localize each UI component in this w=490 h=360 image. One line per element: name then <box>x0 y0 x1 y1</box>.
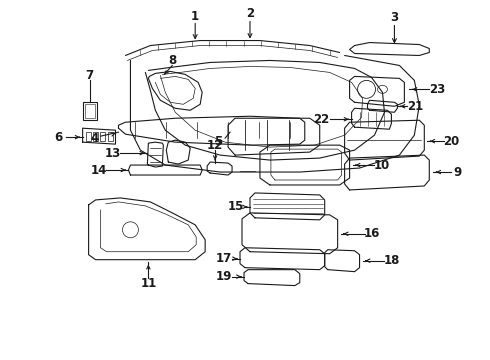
Text: 21: 21 <box>407 100 423 113</box>
Bar <box>83 102 97 120</box>
Text: 22: 22 <box>314 113 330 126</box>
Text: 3: 3 <box>391 11 398 24</box>
Text: 17: 17 <box>216 252 232 265</box>
Text: 10: 10 <box>373 158 390 172</box>
Bar <box>85 104 95 118</box>
Text: 23: 23 <box>429 83 445 96</box>
Bar <box>107 132 113 141</box>
Text: 6: 6 <box>54 131 63 144</box>
Text: 12: 12 <box>207 139 223 152</box>
Text: 8: 8 <box>168 54 176 67</box>
Text: 2: 2 <box>246 7 254 20</box>
Bar <box>100 132 105 141</box>
Text: 7: 7 <box>86 69 94 82</box>
Text: 20: 20 <box>443 135 459 148</box>
Text: 18: 18 <box>383 254 400 267</box>
Bar <box>93 132 98 141</box>
Text: 4: 4 <box>91 132 98 145</box>
Text: 13: 13 <box>104 147 121 159</box>
Text: 14: 14 <box>90 163 107 176</box>
Text: 15: 15 <box>228 201 244 213</box>
Text: 5: 5 <box>214 135 222 148</box>
Text: 9: 9 <box>453 166 461 179</box>
Text: 11: 11 <box>140 277 156 290</box>
Text: 16: 16 <box>363 227 380 240</box>
Bar <box>86 132 91 141</box>
Text: 1: 1 <box>191 10 199 23</box>
Text: 19: 19 <box>216 270 232 283</box>
